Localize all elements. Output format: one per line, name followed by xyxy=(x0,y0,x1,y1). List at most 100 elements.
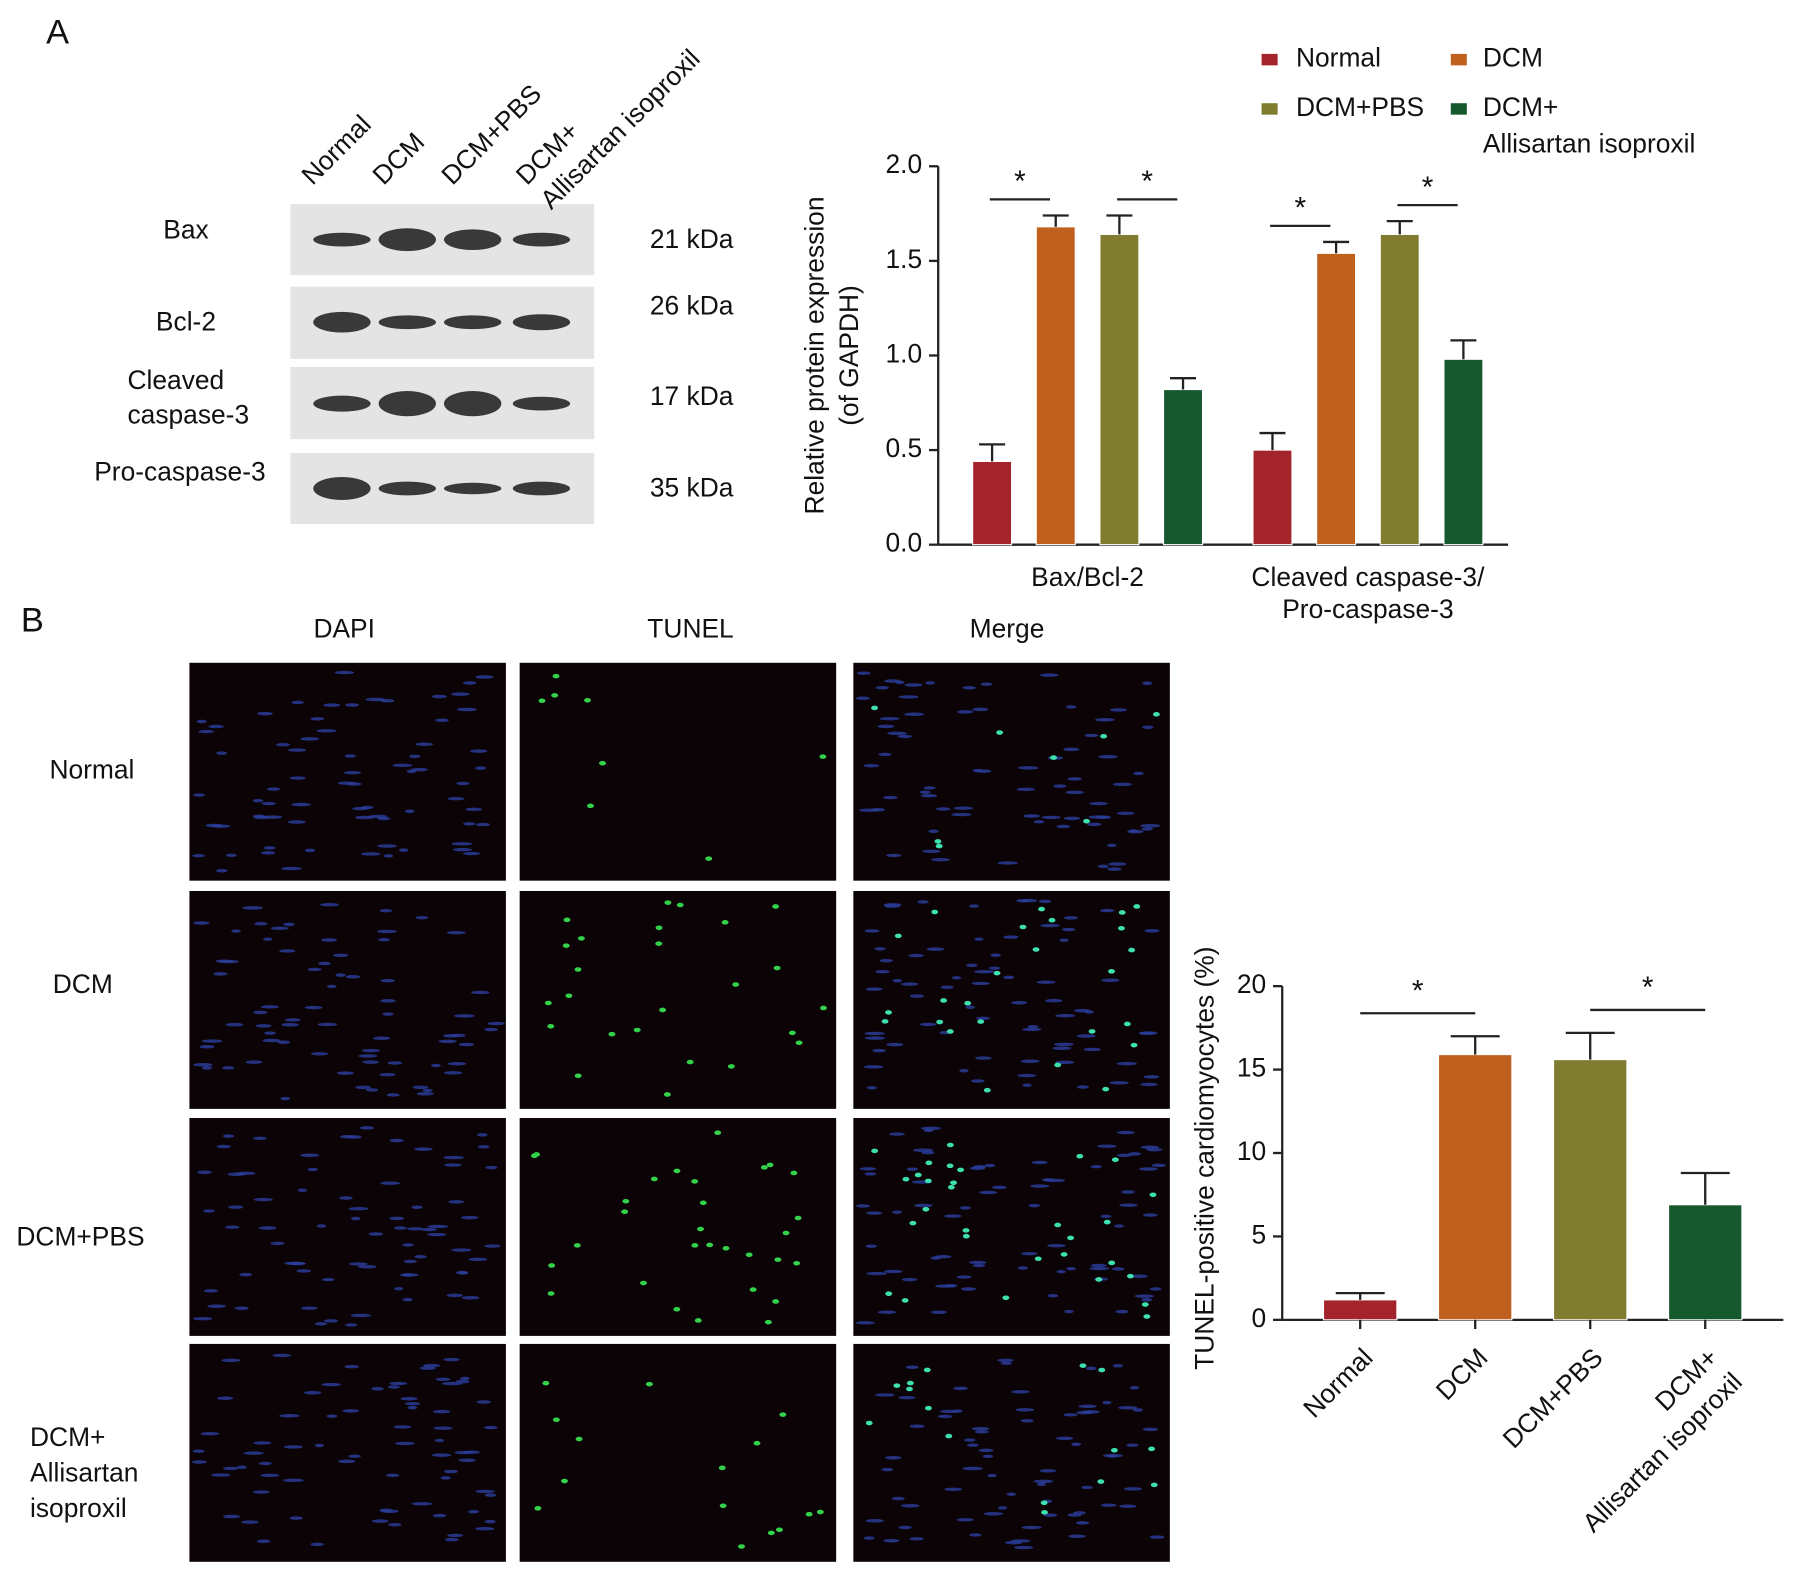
nucleus xyxy=(1018,766,1039,770)
nucleus xyxy=(974,1430,989,1434)
tunel-cell xyxy=(1097,1479,1105,1484)
nucleus xyxy=(930,1256,941,1260)
tunel-cell xyxy=(1102,1086,1110,1092)
nucleus xyxy=(444,1537,459,1542)
bar xyxy=(972,460,1013,546)
nucleus xyxy=(414,1254,427,1259)
nucleus xyxy=(864,1172,877,1176)
nucleus xyxy=(1021,1251,1038,1256)
tunel-cell xyxy=(722,1245,730,1251)
nucleus xyxy=(919,790,931,794)
nucleus xyxy=(420,1227,437,1232)
nucleus xyxy=(1151,1163,1166,1168)
nucleus xyxy=(1063,1413,1078,1417)
tunel-cell xyxy=(1098,1367,1106,1373)
nucleus xyxy=(968,904,980,908)
nucleus xyxy=(253,1136,267,1141)
kda-label: 26 kDa xyxy=(650,290,734,320)
tunel-cell xyxy=(925,1160,933,1166)
nucleus xyxy=(1000,1361,1013,1365)
tunel-cell xyxy=(694,1318,702,1323)
nucleus xyxy=(1075,1521,1090,1525)
tunel-cell xyxy=(962,1233,970,1239)
nucleus xyxy=(461,1296,480,1300)
nucleus xyxy=(322,1277,335,1282)
error-bar xyxy=(1386,219,1413,235)
row-label: Normal xyxy=(49,755,134,785)
legend-swatch xyxy=(1261,103,1278,115)
nucleus xyxy=(937,1414,953,1419)
nucleus xyxy=(866,1211,883,1215)
nucleus xyxy=(883,795,898,800)
nucleus xyxy=(203,1289,218,1293)
nucleus xyxy=(966,963,978,968)
nucleus xyxy=(971,1079,985,1083)
nucleus xyxy=(1117,1153,1132,1158)
nucleus xyxy=(262,937,273,941)
nucleus xyxy=(920,793,938,798)
protein-label: Bax xyxy=(163,215,208,245)
tunel-cell xyxy=(788,1030,796,1036)
tunel-cell xyxy=(1060,1252,1068,1257)
y-tick-label: 5 xyxy=(1251,1219,1266,1249)
tunel-cell xyxy=(534,1506,542,1511)
nucleus xyxy=(875,969,890,974)
nucleus xyxy=(253,1197,273,1202)
tunel-cell xyxy=(753,1440,761,1446)
nucleus xyxy=(344,754,356,758)
nucleus xyxy=(409,754,421,759)
tunel-cell xyxy=(655,941,663,946)
legend-swatch xyxy=(1450,53,1467,66)
nucleus xyxy=(326,984,337,989)
nucleus xyxy=(376,929,397,934)
nucleus xyxy=(258,1461,272,1466)
tunel-cell xyxy=(1038,906,1046,912)
tunel-cell xyxy=(608,1031,616,1037)
nucleus xyxy=(883,1539,900,1543)
nucleus xyxy=(192,853,205,858)
tunel-cell xyxy=(936,1019,944,1025)
nucleus xyxy=(414,1147,433,1151)
nucleus xyxy=(458,1042,475,1047)
micrograph-bg xyxy=(853,1343,1170,1562)
nucleus xyxy=(450,692,470,696)
nucleus xyxy=(447,1533,464,1538)
nucleus xyxy=(221,1358,241,1363)
nucleus xyxy=(1106,843,1117,848)
nucleus xyxy=(368,814,388,819)
nucleus xyxy=(253,1010,268,1015)
nucleus xyxy=(431,1453,452,1457)
nucleus xyxy=(310,1052,328,1056)
tunel-cell xyxy=(1118,910,1126,915)
bar xyxy=(1443,358,1484,546)
tunel-cell xyxy=(1019,924,1027,930)
blot-band xyxy=(313,477,371,500)
nucleus xyxy=(487,1021,505,1026)
nucleus xyxy=(1101,1503,1117,1507)
nucleus xyxy=(323,1319,339,1323)
nucleus xyxy=(1141,827,1154,831)
nucleus xyxy=(1143,1075,1160,1079)
tunel-cell xyxy=(1041,1510,1048,1515)
nucleus xyxy=(1149,1535,1165,1539)
y-axis-title: TUNEL-positive cardiomyocytes (%) xyxy=(1190,946,1220,1369)
nucleus xyxy=(1114,1224,1124,1228)
nucleus xyxy=(307,1167,318,1172)
nucleus xyxy=(279,949,296,953)
nucleus xyxy=(416,1092,434,1096)
nucleus xyxy=(475,1526,495,1531)
nucleus xyxy=(475,1489,496,1494)
nucleus xyxy=(227,1172,246,1176)
nucleus xyxy=(301,1306,318,1310)
nucleus xyxy=(1084,733,1099,738)
y-tick-label: 0 xyxy=(1251,1303,1266,1333)
lane-label: DCM+Allisartan isoproxil xyxy=(510,19,706,215)
nucleus xyxy=(386,1473,400,1478)
nucleus xyxy=(906,1167,919,1171)
nucleus xyxy=(1108,862,1127,866)
nucleus xyxy=(865,1244,878,1248)
nucleus xyxy=(216,751,228,755)
tunel-cell xyxy=(865,1420,873,1426)
bar xyxy=(1162,388,1204,546)
nucleus xyxy=(887,731,907,736)
